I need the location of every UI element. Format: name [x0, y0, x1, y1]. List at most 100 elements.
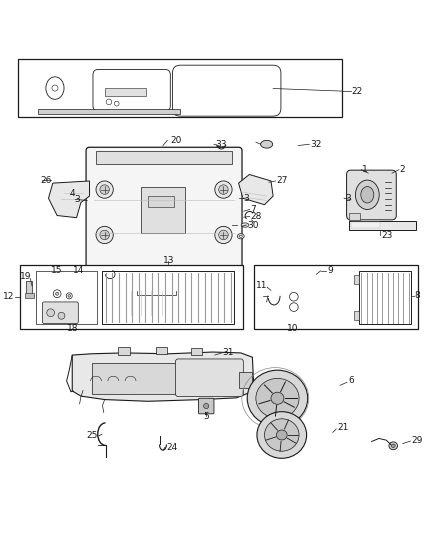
- Text: 4: 4: [69, 189, 75, 198]
- FancyBboxPatch shape: [173, 65, 281, 116]
- Text: 6: 6: [348, 376, 353, 385]
- Ellipse shape: [256, 378, 299, 418]
- Text: 3: 3: [74, 195, 80, 204]
- Bar: [254, 265, 418, 329]
- Ellipse shape: [290, 293, 298, 301]
- Bar: [191, 348, 202, 354]
- FancyBboxPatch shape: [93, 69, 170, 111]
- Text: 11: 11: [257, 281, 268, 290]
- Ellipse shape: [68, 295, 71, 297]
- Bar: [126, 290, 187, 315]
- Bar: [148, 196, 174, 207]
- Text: 10: 10: [287, 324, 298, 333]
- Bar: [105, 88, 146, 96]
- Polygon shape: [239, 174, 273, 205]
- Text: 12: 12: [3, 292, 14, 301]
- Text: 23: 23: [381, 231, 392, 240]
- Bar: [354, 275, 359, 284]
- Text: 33: 33: [215, 140, 226, 149]
- Bar: [359, 271, 411, 325]
- Text: 25: 25: [87, 431, 98, 440]
- Bar: [26, 281, 32, 295]
- Text: 24: 24: [166, 443, 177, 453]
- Ellipse shape: [219, 185, 228, 195]
- Text: 13: 13: [162, 255, 174, 264]
- Text: 22: 22: [352, 86, 363, 95]
- Ellipse shape: [257, 411, 307, 458]
- Ellipse shape: [391, 444, 395, 448]
- Text: 31: 31: [223, 349, 234, 358]
- Ellipse shape: [56, 292, 59, 295]
- Ellipse shape: [290, 303, 298, 311]
- FancyBboxPatch shape: [198, 398, 214, 414]
- Ellipse shape: [239, 235, 242, 237]
- Ellipse shape: [241, 223, 249, 227]
- Text: 7: 7: [251, 205, 256, 214]
- Text: 15: 15: [50, 266, 62, 276]
- Ellipse shape: [100, 230, 110, 240]
- Ellipse shape: [276, 430, 287, 440]
- Ellipse shape: [47, 309, 55, 317]
- Text: 9: 9: [327, 266, 333, 276]
- Text: 5: 5: [203, 413, 209, 422]
- Text: 32: 32: [310, 140, 321, 149]
- Polygon shape: [72, 352, 254, 401]
- Text: 30: 30: [247, 221, 259, 230]
- Ellipse shape: [237, 233, 244, 239]
- Bar: [156, 348, 167, 354]
- Ellipse shape: [261, 140, 273, 148]
- Ellipse shape: [389, 442, 398, 450]
- Text: 26: 26: [41, 175, 52, 184]
- Ellipse shape: [215, 227, 232, 244]
- Ellipse shape: [96, 181, 113, 198]
- Bar: [351, 222, 380, 229]
- Bar: [137, 265, 176, 291]
- Ellipse shape: [46, 77, 64, 99]
- Ellipse shape: [52, 85, 58, 91]
- Text: 14: 14: [73, 266, 85, 276]
- Text: 28: 28: [251, 212, 262, 221]
- Bar: [141, 188, 184, 233]
- Ellipse shape: [265, 419, 299, 451]
- Text: 20: 20: [171, 136, 182, 145]
- Ellipse shape: [96, 227, 113, 244]
- Text: 2: 2: [400, 165, 405, 174]
- Bar: [354, 311, 359, 320]
- Bar: [349, 221, 416, 230]
- Bar: [36, 271, 97, 325]
- Text: 27: 27: [276, 176, 288, 185]
- Bar: [92, 363, 176, 394]
- Polygon shape: [49, 181, 89, 217]
- Ellipse shape: [204, 403, 209, 409]
- Bar: [349, 213, 360, 220]
- Bar: [102, 271, 234, 325]
- Text: 29: 29: [411, 435, 423, 445]
- Ellipse shape: [106, 99, 112, 104]
- Text: 3: 3: [345, 193, 350, 203]
- Ellipse shape: [361, 187, 374, 203]
- Bar: [25, 293, 34, 297]
- Ellipse shape: [271, 392, 284, 405]
- Bar: [118, 348, 130, 355]
- Bar: [21, 265, 243, 329]
- Text: 19: 19: [20, 271, 31, 280]
- Bar: [239, 372, 251, 389]
- Ellipse shape: [58, 312, 65, 319]
- Ellipse shape: [66, 293, 72, 299]
- FancyBboxPatch shape: [176, 359, 244, 397]
- Text: 3: 3: [244, 193, 250, 203]
- Text: 1: 1: [362, 165, 368, 174]
- FancyBboxPatch shape: [42, 302, 78, 324]
- Bar: [38, 109, 180, 115]
- FancyBboxPatch shape: [86, 147, 242, 271]
- Text: 8: 8: [415, 292, 420, 301]
- Ellipse shape: [114, 101, 119, 106]
- Bar: [18, 59, 342, 117]
- Text: 21: 21: [337, 423, 349, 432]
- Text: 18: 18: [67, 324, 78, 333]
- Ellipse shape: [219, 230, 228, 240]
- Ellipse shape: [247, 370, 308, 426]
- Ellipse shape: [355, 180, 379, 209]
- Ellipse shape: [215, 181, 232, 198]
- Ellipse shape: [53, 290, 61, 297]
